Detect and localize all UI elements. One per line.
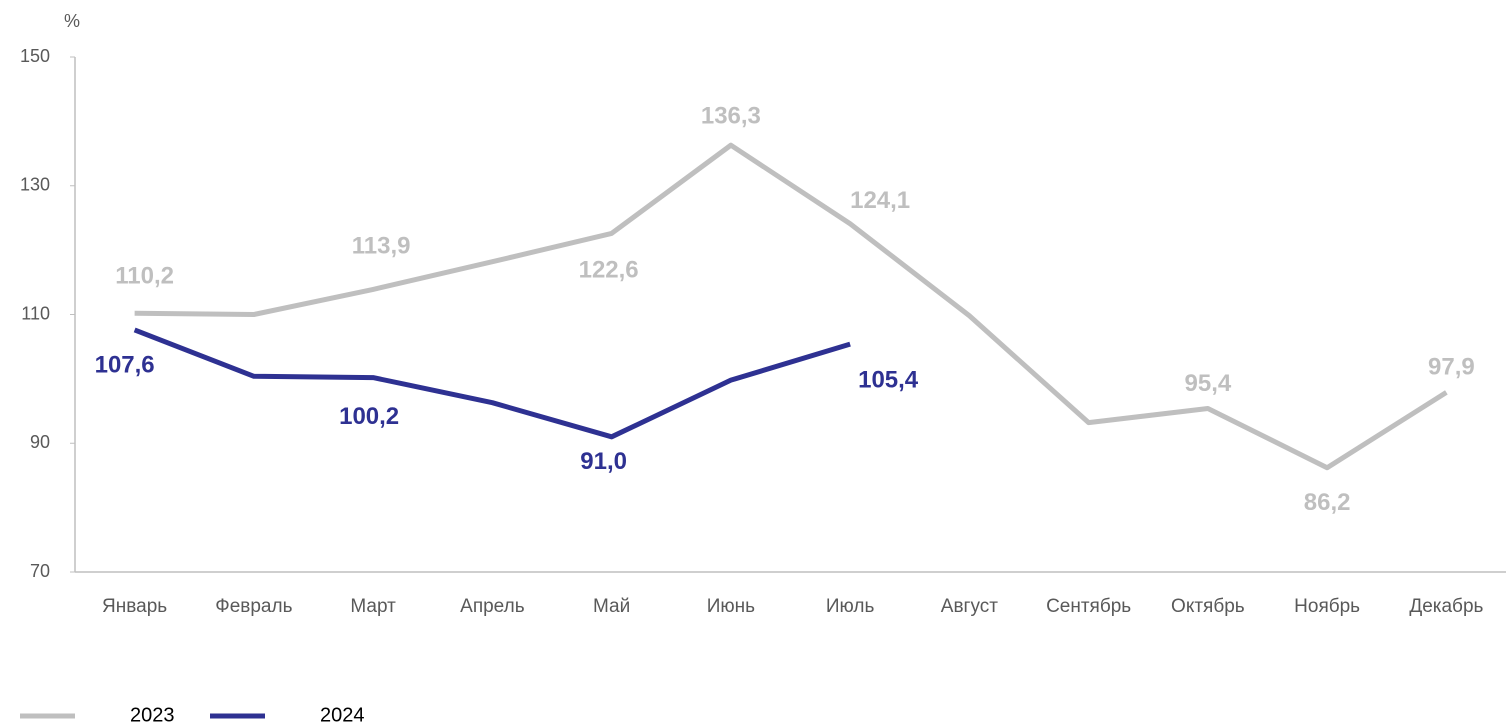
data-label: 113,9 xyxy=(352,233,411,260)
data-label: 97,9 xyxy=(1428,354,1475,381)
x-tick-label: Июль xyxy=(826,596,875,617)
y-tick-label: 150 xyxy=(20,46,50,66)
y-tick-label: 70 xyxy=(30,561,50,581)
data-label: 91,0 xyxy=(580,448,627,475)
legend-label: 2023 xyxy=(130,704,175,726)
series-line xyxy=(134,142,1448,471)
y-tick-label: 130 xyxy=(20,175,50,195)
series-line xyxy=(133,327,851,440)
data-label: 100,2 xyxy=(339,403,399,430)
y-tick-label: 110 xyxy=(21,303,50,323)
x-tick-label: Октябрь xyxy=(1171,596,1245,617)
x-tick-label: Апрель xyxy=(460,596,525,617)
data-label: 107,6 xyxy=(95,351,155,378)
x-tick-label: Март xyxy=(350,596,396,617)
y-tick-label: 90 xyxy=(30,432,50,452)
x-tick-label: Сентябрь xyxy=(1046,596,1131,617)
y-axis-label: % xyxy=(64,11,80,31)
x-tick-label: Декабрь xyxy=(1409,596,1483,617)
data-label: 86,2 xyxy=(1304,489,1351,516)
x-tick-label: Май xyxy=(593,596,630,617)
x-tick-label: Июнь xyxy=(707,596,755,617)
x-tick-label: Январь xyxy=(102,596,167,617)
data-label: 105,4 xyxy=(858,366,919,393)
data-label: 95,4 xyxy=(1185,370,1232,397)
data-label: 124,1 xyxy=(850,187,910,214)
legend-label: 2024 xyxy=(320,704,365,726)
data-label: 122,6 xyxy=(579,257,639,284)
data-label: 136,3 xyxy=(701,103,761,130)
x-tick-label: Август xyxy=(941,596,998,617)
x-tick-label: Февраль xyxy=(215,596,292,617)
data-label: 110,2 xyxy=(115,263,174,290)
x-tick-label: Ноябрь xyxy=(1294,596,1360,617)
